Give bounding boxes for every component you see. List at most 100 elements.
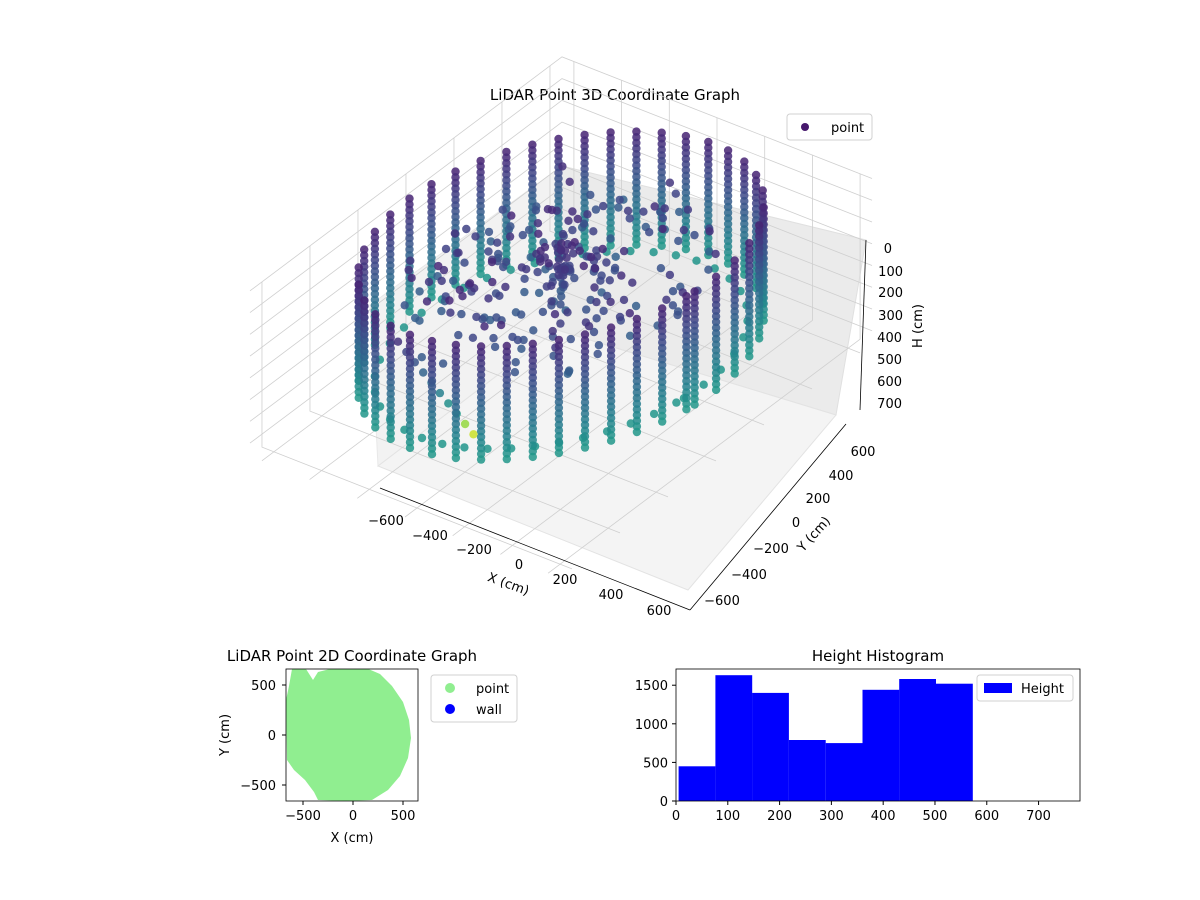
scatter-point [662,295,671,304]
scatter-point [424,277,434,287]
scatter-point [457,309,466,319]
scatter-point [484,247,493,256]
scatter-point [683,205,693,214]
scatter-point [455,285,464,295]
y-tick-label: 200 [806,492,831,507]
scatter-point [632,240,641,249]
scatter-point [675,207,684,217]
scatter-point [606,241,615,250]
scatter-point [579,261,588,271]
grid-line [547,173,861,574]
scatter-point [566,334,575,344]
y-tick-label: −400 [731,568,767,583]
scatter-point [536,257,545,266]
scatter-point [665,178,675,187]
scatter-point [446,308,455,317]
scatter-point [405,307,414,316]
scatter-point [511,358,520,367]
scatter-point [493,238,502,247]
scatter-point [582,305,591,314]
scatter-point [570,273,579,283]
z-axis-line [859,239,867,411]
scatter-point [490,342,500,352]
scatter-point [639,207,648,216]
scatter-point [554,255,564,264]
scatter-point [755,334,764,343]
y-ticks-2d: 500 0 −500 [240,679,286,794]
scatter-point [465,279,475,288]
scatter-point [454,330,463,340]
histogram-x-tick-label: 200 [767,809,792,824]
point-cloud-3d [354,127,768,464]
scatter-point [417,353,426,362]
scatter-point [605,276,614,285]
scatter-point [632,427,642,437]
scatter-point [593,349,602,359]
x-axis-label: X (cm) [485,570,531,599]
scatter-point [614,203,623,212]
scatter-point [437,306,446,316]
scatter-point [419,368,428,377]
histogram-x-tick-label: 700 [1026,809,1051,824]
scatter-point [602,258,611,267]
scatter-point [557,239,566,248]
scatter-point [468,333,478,342]
scatter-point [510,368,520,377]
scatter-point [462,224,471,234]
grid-line [261,281,573,570]
histogram-bars [678,675,973,801]
y-axis-2d-label: Y (cm) [218,714,233,757]
grid-line [249,56,873,292]
scatter-point [665,270,675,280]
scatter-point [517,310,526,319]
scatter-point [591,205,601,214]
scatter-point [658,417,667,426]
scatter-point [506,222,515,231]
scatter-point [560,246,570,255]
histogram-y-tick-label: 1500 [635,679,668,694]
scatter-point [533,219,543,228]
scatter-point [660,204,669,213]
scatter-point [681,245,691,254]
scatter-point [437,276,446,286]
scatter-point [522,265,531,274]
scatter-point [615,312,625,322]
scatter-point [711,249,720,259]
y-axis-ticks: −600 −400 −200 0 200 400 600 [704,445,875,609]
scatter-point [705,227,714,236]
scatter-point [558,162,567,171]
histogram-x-tick-label: 400 [871,809,896,824]
histogram-y-ticks: 0 500 1000 1500 [635,679,676,810]
scatter-point [415,316,424,325]
scatter-point [631,301,641,311]
scatter-point [487,257,497,267]
scatter-point [488,277,497,287]
scatter-point [495,291,504,300]
histogram-x-tick-label: 0 [672,809,680,824]
point-cloud-2d [286,669,411,801]
scatter-point [674,236,683,246]
y-axis-line [689,423,847,611]
scatter-point [506,265,515,274]
scatter-point [560,265,570,274]
grid-line [249,121,873,357]
scatter-point [649,248,658,257]
scatter-point [484,227,494,237]
scatter-point [529,326,538,335]
histogram-bar [936,683,973,801]
histogram-bar [752,692,789,801]
scatter-point [730,369,739,378]
scatter-point [480,322,489,331]
legend-2d-label-point: point [476,682,509,697]
legend-histogram-swatch [984,683,1012,693]
scatter-point [544,259,553,268]
scatter-point [586,190,595,200]
scatter-point [438,439,447,449]
scatter-point [404,265,413,275]
grid-line [249,78,873,313]
scatter-point [679,225,689,235]
scatter-point [557,292,566,301]
scatter-point [596,276,605,285]
scatter-point [569,249,578,258]
plot-area-histogram [675,668,1081,802]
